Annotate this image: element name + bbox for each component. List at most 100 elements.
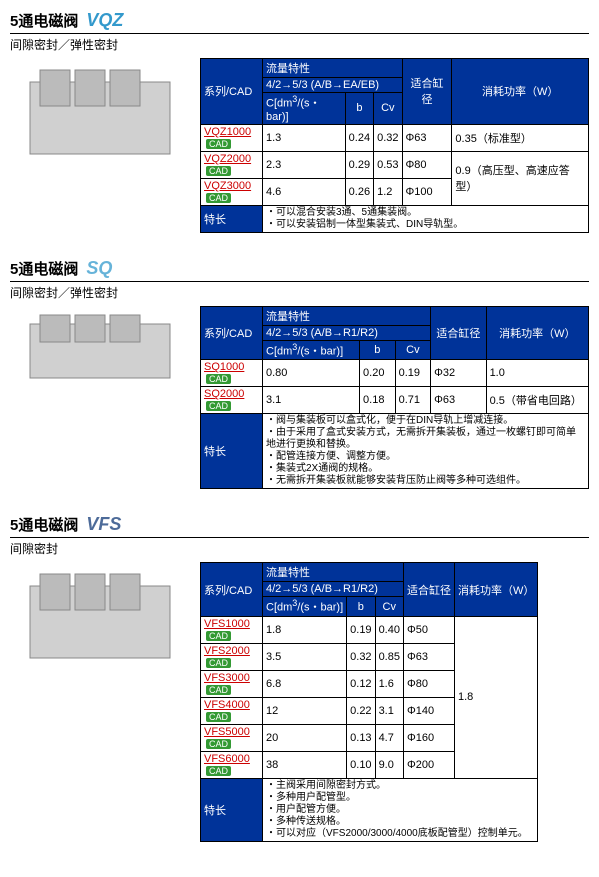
- title-model: VQZ: [86, 10, 123, 31]
- th-cv: Cv: [395, 340, 431, 360]
- cell-dia: Φ32: [431, 360, 486, 387]
- spec-table: 系列/CAD流量特性适合缸径消耗功率（W） 4/2→5/3 (A/B→R1/R2)…: [200, 562, 538, 842]
- series-link[interactable]: VQZ3000: [204, 180, 251, 192]
- product-image: [20, 306, 180, 396]
- cad-badge[interactable]: CAD: [206, 631, 231, 641]
- cell-b: 0.13: [347, 724, 375, 751]
- cell-pwr: 1.8: [454, 616, 537, 778]
- series-link[interactable]: VFS6000: [204, 753, 250, 765]
- title-row: 5通电磁阀 SQ: [10, 258, 589, 282]
- title-main: 5通电磁阀: [10, 258, 78, 279]
- series-link[interactable]: VFS5000: [204, 726, 250, 738]
- cad-badge[interactable]: CAD: [206, 166, 231, 176]
- series-link[interactable]: VFS2000: [204, 645, 250, 657]
- cell-c: 20: [263, 724, 347, 751]
- cell-b: 0.29: [345, 151, 373, 178]
- cell-features: ・阀与集装板可以盒式化，便于在DIN导轨上增减连接。・由于采用了盒式安装方式，无…: [263, 414, 589, 489]
- cell-pwr: 1.0: [486, 360, 588, 387]
- subtitle: 间隙密封／弹性密封: [10, 284, 589, 301]
- cell-cv: 3.1: [375, 697, 403, 724]
- th-features: 特长: [201, 205, 263, 232]
- cell-features: ・可以混合安装3通、5通集装阀。・可以安装铝制一体型集装式、DIN导轨型。: [263, 205, 589, 232]
- series-link[interactable]: SQ1000: [204, 361, 244, 373]
- section-VQZ: 5通电磁阀VQZ间隙密封／弹性密封系列/CAD流量特性适合缸径消耗功率（W）4/…: [10, 10, 589, 233]
- cell-cv: 0.40: [375, 616, 403, 643]
- subtitle: 间隙密封／弹性密封: [10, 36, 589, 53]
- cell-dia: Φ200: [403, 751, 454, 778]
- series-link[interactable]: VFS4000: [204, 699, 250, 711]
- title-model: VFS: [86, 514, 121, 535]
- cad-badge[interactable]: CAD: [206, 739, 231, 749]
- cad-badge[interactable]: CAD: [206, 401, 231, 411]
- th-series: 系列/CAD: [201, 563, 263, 617]
- title-row: 5通电磁阀VQZ: [10, 10, 589, 34]
- th-c: C[dm3/(s・bar)]: [263, 93, 346, 125]
- series-link[interactable]: VQZ2000: [204, 153, 251, 165]
- cell-features: ・主阀采用间隙密封方式。・多种用户配管型。・用户配管方便。・多种传送规格。・可以…: [263, 778, 538, 841]
- cell-pwr: 0.35（标准型）: [452, 124, 589, 151]
- cell-cv: 9.0: [375, 751, 403, 778]
- cell-cv: 0.71: [395, 387, 431, 414]
- series-link[interactable]: VFS1000: [204, 618, 250, 630]
- th-dia: 适合缸径: [402, 59, 452, 125]
- cell-dia: Φ50: [403, 616, 454, 643]
- product-image: [20, 58, 180, 178]
- cad-badge[interactable]: CAD: [206, 374, 231, 384]
- th-flow: 流量特性: [263, 59, 403, 78]
- th-cv: Cv: [374, 93, 402, 125]
- section-SQ: 5通电磁阀SQ间隙密封／弹性密封系列/CAD流量特性适合缸径消耗功率（W）4/2…: [10, 258, 589, 490]
- th-b: b: [360, 340, 396, 360]
- cad-badge[interactable]: CAD: [206, 193, 231, 203]
- th-c: C[dm3/(s・bar)]: [263, 597, 347, 617]
- cell-c: 3.5: [263, 643, 347, 670]
- th-flow-formula: 4/2→5/3 (A/B→R1/R2): [263, 325, 431, 340]
- table-row: VQZ2000CAD2.30.290.53Φ800.9（高压型、高速应答型）: [201, 151, 589, 178]
- cell-c: 4.6: [263, 178, 346, 205]
- cell-b: 0.19: [347, 616, 375, 643]
- cell-dia: Φ100: [402, 178, 452, 205]
- th-dia: 适合缸径: [431, 306, 486, 360]
- cell-c: 6.8: [263, 670, 347, 697]
- cad-badge[interactable]: CAD: [206, 766, 231, 776]
- cell-cv: 1.6: [375, 670, 403, 697]
- th-flow: 流量特性: [263, 563, 404, 582]
- title-row: 5通电磁阀 VFS: [10, 514, 589, 538]
- cell-cv: 0.32: [374, 124, 402, 151]
- table-row: SQ2000CAD3.10.180.71Φ630.5（带省电回路）: [201, 387, 589, 414]
- cell-c: 1.8: [263, 616, 347, 643]
- title-model: SQ: [86, 258, 112, 279]
- series-link[interactable]: VFS3000: [204, 672, 250, 684]
- cad-badge[interactable]: CAD: [206, 139, 231, 149]
- cell-cv: 1.2: [374, 178, 402, 205]
- cell-dia: Φ160: [403, 724, 454, 751]
- cell-c: 1.3: [263, 124, 346, 151]
- spec-table: 系列/CAD流量特性适合缸径消耗功率（W）4/2→5/3 (A/B→EA/EB)…: [200, 58, 589, 233]
- cell-b: 0.12: [347, 670, 375, 697]
- cell-c: 0.80: [263, 360, 360, 387]
- th-flow-formula: 4/2→5/3 (A/B→R1/R2): [263, 582, 404, 597]
- cell-c: 12: [263, 697, 347, 724]
- series-link[interactable]: SQ2000: [204, 388, 244, 400]
- cell-dia: Φ80: [403, 670, 454, 697]
- th-b: b: [347, 597, 375, 617]
- th-series: 系列/CAD: [201, 59, 263, 125]
- cell-dia: Φ63: [431, 387, 486, 414]
- th-pwr: 消耗功率（W）: [486, 306, 588, 360]
- th-dia: 适合缸径: [403, 563, 454, 617]
- series-link[interactable]: VQZ1000: [204, 126, 251, 138]
- cad-badge[interactable]: CAD: [206, 658, 231, 668]
- cad-badge[interactable]: CAD: [206, 685, 231, 695]
- product-image: [20, 562, 180, 682]
- th-cv: Cv: [375, 597, 403, 617]
- cell-cv: 0.53: [374, 151, 402, 178]
- th-pwr: 消耗功率（W）: [452, 59, 589, 125]
- th-c: C[dm3/(s・bar)]: [263, 340, 360, 360]
- th-features: 特长: [201, 778, 263, 841]
- subtitle: 间隙密封: [10, 540, 589, 557]
- table-row: SQ1000CAD0.800.200.19Φ321.0: [201, 360, 589, 387]
- cell-pwr: 0.5（带省电回路）: [486, 387, 588, 414]
- title-main: 5通电磁阀: [10, 514, 78, 535]
- th-pwr: 消耗功率（W）: [454, 563, 537, 617]
- spec-table: 系列/CAD流量特性适合缸径消耗功率（W）4/2→5/3 (A/B→R1/R2)…: [200, 306, 589, 490]
- cad-badge[interactable]: CAD: [206, 712, 231, 722]
